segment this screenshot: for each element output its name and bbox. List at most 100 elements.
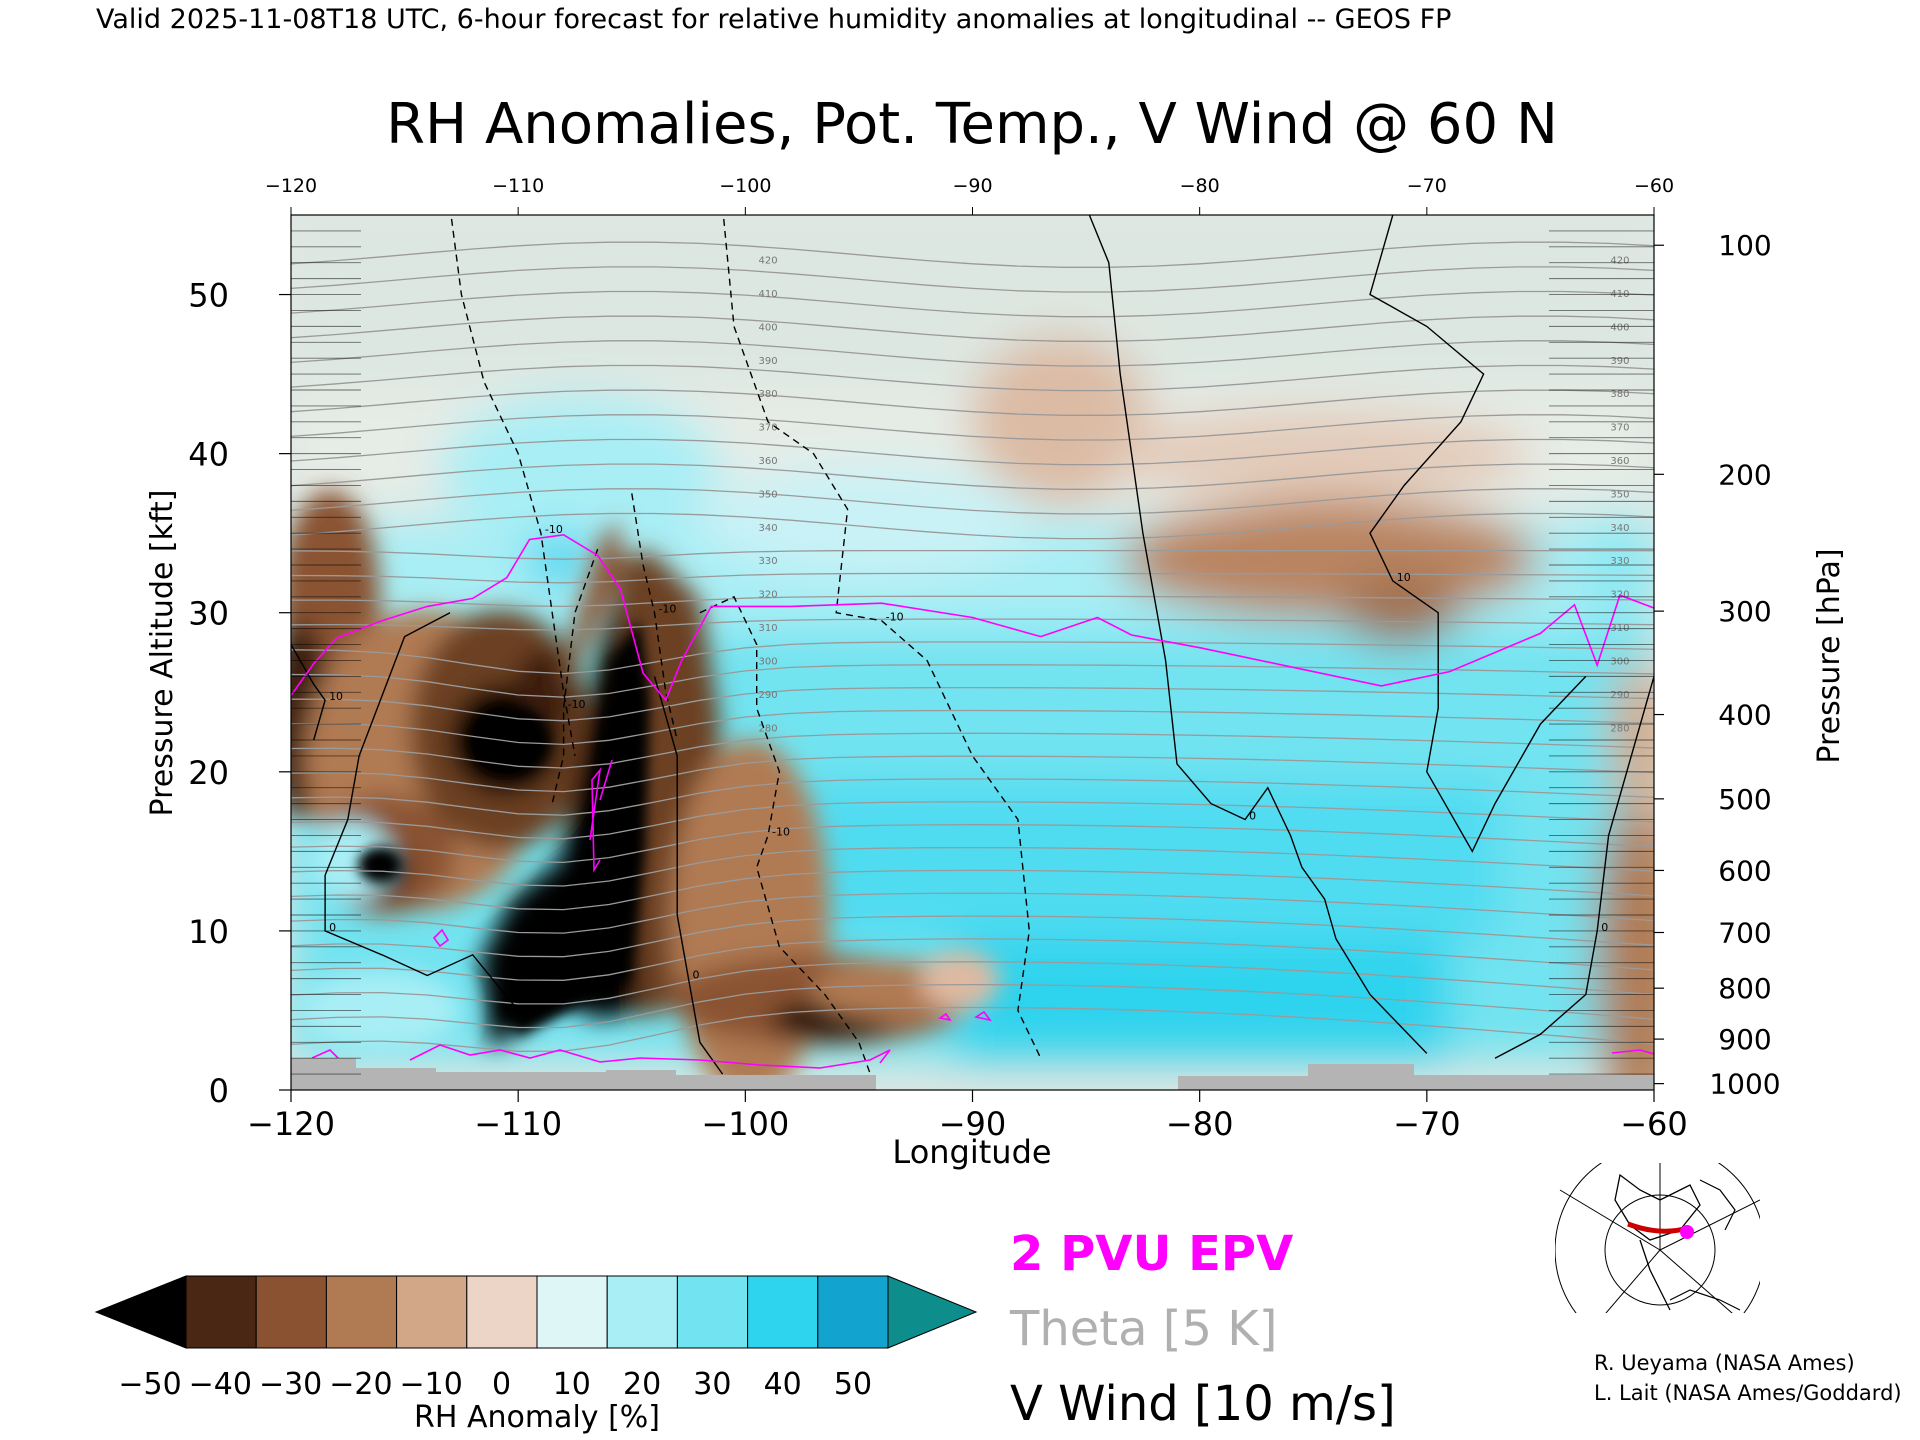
vwind-label: -10 xyxy=(545,523,563,536)
colorbar-box xyxy=(466,1275,538,1349)
y-tick-label: 20 xyxy=(188,754,229,792)
theta-line xyxy=(291,290,1654,318)
colorbar: −50 −40 −30 −20 −10 0 10 20 30 40 50 xyxy=(94,1275,978,1402)
x-tick-label: −60 xyxy=(1620,1105,1688,1143)
y-tick-label: 50 xyxy=(188,277,229,315)
theta-label: 380 xyxy=(1610,389,1629,400)
colorbar-box xyxy=(817,1275,889,1349)
theta-label: 330 xyxy=(1610,556,1629,567)
pvu-contours xyxy=(291,533,1654,1069)
theta-label: 320 xyxy=(759,590,778,601)
theta-label: 300 xyxy=(1610,656,1629,667)
theta-line xyxy=(291,572,1654,584)
theta-label: 280 xyxy=(1610,723,1629,734)
y-axis-label: Pressure Altitude [kft] xyxy=(145,490,180,817)
theta-label: 350 xyxy=(1610,489,1629,500)
top-tick-label: −100 xyxy=(719,175,771,197)
x-tick-label: −100 xyxy=(701,1105,789,1143)
theta-label: 400 xyxy=(1610,322,1629,333)
theta-line xyxy=(291,709,1654,746)
theta-label: 420 xyxy=(759,256,778,267)
theta-line xyxy=(291,595,1654,608)
theta-line xyxy=(291,340,1654,367)
theta-line xyxy=(291,315,1654,342)
vwind-label: 10 xyxy=(329,690,343,703)
theta-line xyxy=(291,414,1654,441)
y-tick-label: 10 xyxy=(188,913,229,951)
theta-line xyxy=(291,364,1654,392)
theta-label: 400 xyxy=(759,322,778,333)
vwind-contour xyxy=(1088,215,1428,1054)
theta-line xyxy=(291,686,1654,722)
theta-line xyxy=(291,778,1654,816)
colorbar-box xyxy=(255,1275,327,1349)
colorbar-box xyxy=(185,1275,257,1349)
colorbar-tick-label: 50 xyxy=(834,1367,872,1402)
vwind-label: 0 xyxy=(329,921,336,934)
theta-line xyxy=(291,801,1654,840)
x-axis: −120 −110 −100 −90 −80 −70 −60 xyxy=(247,1090,1688,1143)
colorbar-box xyxy=(676,1275,749,1349)
x-tick-label: −70 xyxy=(1393,1105,1461,1143)
pressure-tick-label: 1000 xyxy=(1709,1068,1780,1101)
theta-line xyxy=(291,961,1654,1005)
pressure-tick-label: 800 xyxy=(1718,972,1771,1005)
vwind-label: -10 xyxy=(772,825,790,838)
vwind-label: 0 xyxy=(1249,810,1256,823)
pressure-tick-label: 500 xyxy=(1718,783,1771,816)
vwind-contour xyxy=(699,595,871,1075)
credit-2: L. Lait (NASA Ames/Goddard) xyxy=(1594,1381,1902,1405)
pvu-line xyxy=(291,533,1654,702)
theta-label: 290 xyxy=(759,690,778,701)
pressure-tick-label: 600 xyxy=(1718,854,1771,887)
colorbar-tick-label: 40 xyxy=(764,1367,802,1402)
vwind-contour xyxy=(1369,215,1587,853)
top-tick-label: −90 xyxy=(952,175,992,197)
theta-label: 340 xyxy=(759,523,778,534)
pressure-tick-label: 700 xyxy=(1718,917,1771,950)
pressure-tick-label: 300 xyxy=(1718,595,1771,628)
inset-map xyxy=(1555,1163,1760,1313)
colorbar-tick-label: −30 xyxy=(259,1367,322,1402)
y-tick-label: 40 xyxy=(188,436,229,474)
colorbar-tick-label: 10 xyxy=(553,1367,591,1402)
colorbar-tick-label: 30 xyxy=(693,1367,731,1402)
colorbar-tick-label: 0 xyxy=(492,1367,511,1402)
theta-line xyxy=(291,389,1654,416)
pressure-tick-label: 400 xyxy=(1718,699,1771,732)
colorbar-tick-label: −20 xyxy=(329,1367,392,1402)
terrain xyxy=(291,1058,1654,1090)
vwind-contour xyxy=(653,676,724,1075)
colorbar-over-triangle xyxy=(887,1275,978,1349)
vwind-label: 10 xyxy=(1397,571,1411,584)
colorbar-box xyxy=(325,1275,398,1349)
pressure-tick-label: 900 xyxy=(1718,1023,1771,1056)
theta-label: 420 xyxy=(1610,256,1629,267)
theta-line xyxy=(291,241,1654,268)
theta-line xyxy=(291,512,1654,540)
pressure-tick-label: 100 xyxy=(1718,229,1771,262)
theta-label: 380 xyxy=(759,389,778,400)
theta-line xyxy=(291,488,1654,515)
theta-line xyxy=(291,869,1654,911)
theta-line xyxy=(291,938,1654,981)
vwind-label: 0 xyxy=(1601,921,1608,934)
theta-label: 360 xyxy=(759,456,778,467)
theta-line xyxy=(291,641,1654,675)
x-axis-label: Longitude xyxy=(892,1133,1051,1171)
colorbar-tick-label: −10 xyxy=(400,1367,463,1402)
theta-line xyxy=(291,824,1654,864)
chart-title: RH Anomalies, Pot. Temp., V Wind @ 60 N xyxy=(386,92,1558,157)
credit-1: R. Ueyama (NASA Ames) xyxy=(1594,1351,1855,1375)
vwind-label: -10 xyxy=(886,611,904,624)
colorbar-under-triangle xyxy=(94,1275,187,1349)
y-tick-label: 30 xyxy=(188,595,229,633)
theta-line xyxy=(291,892,1654,934)
theta-label: 280 xyxy=(759,723,778,734)
colorbar-box xyxy=(606,1275,678,1349)
top-axis: −120 −110 −100 −90 −80 −70 −60 xyxy=(265,175,1674,215)
top-tick-label: −110 xyxy=(492,175,544,197)
top-tick-label: −80 xyxy=(1180,175,1220,197)
